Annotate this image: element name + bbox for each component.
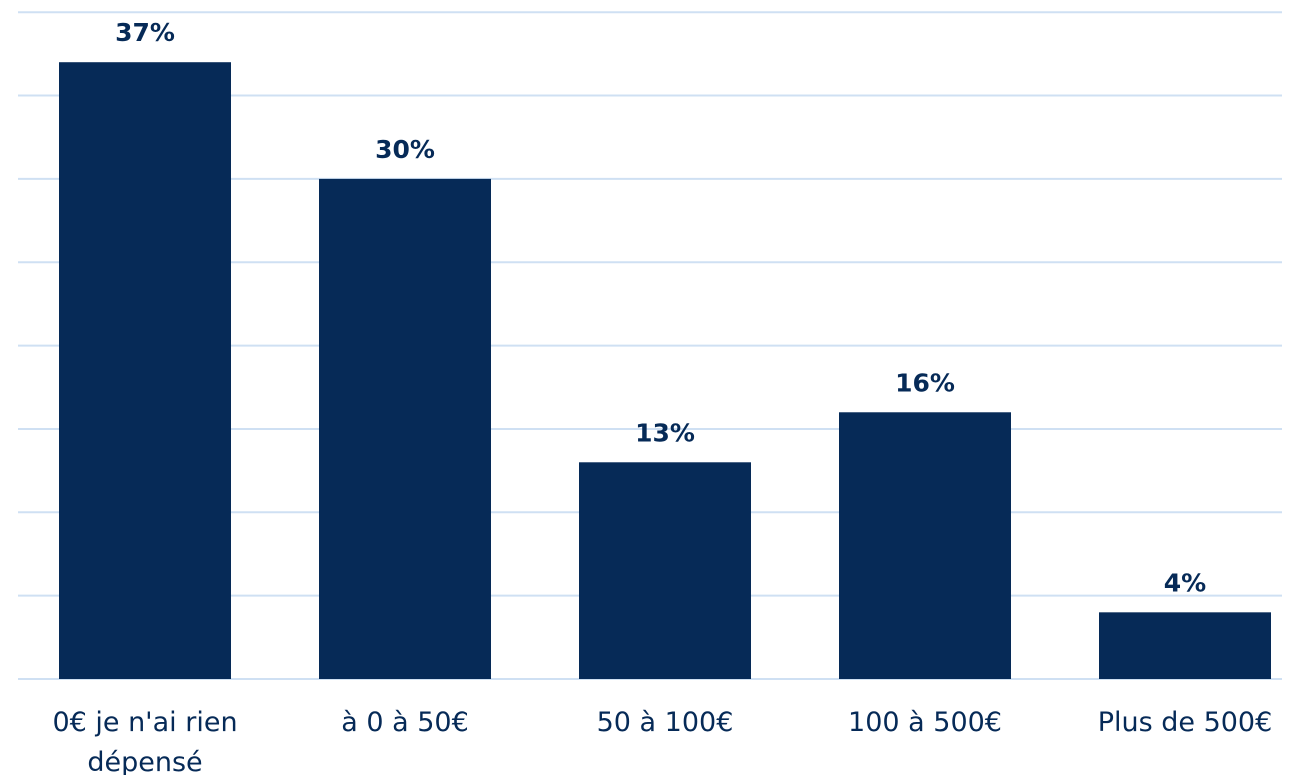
- category-label: à 0 à 50€: [341, 707, 469, 738]
- category-label-line: 0€ je n'ai rien: [52, 707, 237, 738]
- category-label-line: Plus de 500€: [1098, 707, 1273, 738]
- bar: [1099, 612, 1271, 679]
- category-label: 50 à 100€: [597, 707, 734, 738]
- category-label: Plus de 500€: [1098, 707, 1273, 738]
- value-label: 30%: [375, 135, 435, 164]
- category-label-line: 50 à 100€: [597, 707, 734, 738]
- bars: [59, 62, 1271, 679]
- category-label: 0€ je n'ai rien dépensé: [52, 707, 237, 775]
- category-label-line: 100 à 500€: [848, 707, 1002, 738]
- value-labels: 37% 30% 13% 16% 4%: [115, 18, 1206, 597]
- bar: [319, 178, 491, 679]
- value-label: 16%: [895, 368, 955, 397]
- category-labels: 0€ je n'ai rien dépensé à 0 à 50€ 50 à 100€…: [52, 707, 1272, 775]
- value-label: 13%: [635, 418, 695, 447]
- category-label: 100 à 500€: [848, 707, 1002, 738]
- bar: [59, 62, 231, 679]
- value-label: 4%: [1164, 568, 1206, 597]
- bar: [839, 412, 1011, 679]
- category-label-line: à 0 à 50€: [341, 707, 469, 738]
- bar: [579, 462, 751, 679]
- category-label-line: dépensé: [87, 747, 202, 775]
- value-label: 37%: [115, 18, 175, 47]
